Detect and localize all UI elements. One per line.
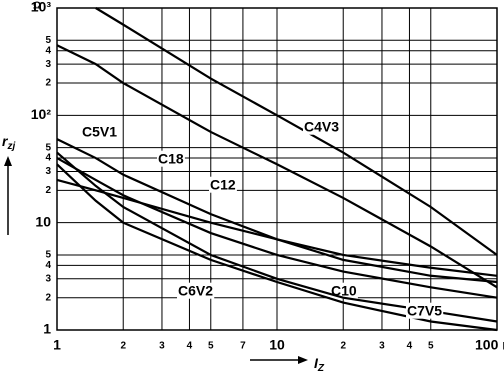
y-tick-label: 2 bbox=[45, 185, 51, 196]
x-tick-label: 5 bbox=[428, 341, 434, 352]
x-tick-label: 1 bbox=[53, 337, 61, 353]
curve bbox=[56, 138, 498, 284]
y-tick-label: 10² bbox=[31, 106, 52, 122]
y-tick-label: 10³ bbox=[31, 0, 52, 15]
x-arrow-head bbox=[298, 356, 308, 364]
curve-label: C5V1 bbox=[82, 124, 117, 140]
x-tick-label: 4 bbox=[407, 341, 413, 352]
label-bg bbox=[81, 123, 119, 140]
label-bg bbox=[177, 282, 215, 299]
y-tick-label: 5 bbox=[45, 250, 51, 261]
x-tick-label: 10 bbox=[269, 337, 285, 353]
y-tick-label: 3 bbox=[45, 59, 51, 70]
y-label-sub: zj bbox=[6, 141, 15, 152]
curve bbox=[95, 7, 498, 256]
y-tick-label: 1 bbox=[43, 321, 51, 337]
x-tick-label: 3 bbox=[379, 341, 385, 352]
y-tick-label: 2 bbox=[45, 292, 51, 303]
y-tick-label: 2 bbox=[45, 78, 51, 89]
y-axis-label: rzj bbox=[2, 133, 15, 152]
x-tick-label: 2 bbox=[340, 341, 346, 352]
curve-label: C7V5 bbox=[407, 303, 442, 319]
curve-label: C12 bbox=[210, 177, 236, 193]
x-axis-label: IZ bbox=[314, 355, 325, 374]
curve-label: C10 bbox=[331, 283, 357, 299]
curve bbox=[56, 178, 498, 277]
x-tick-label: 4 bbox=[187, 341, 193, 352]
x-tick-label: 7 bbox=[240, 341, 246, 352]
y-unit: Ω bbox=[33, 1, 41, 12]
y-tick-label: 10 bbox=[35, 213, 51, 229]
label-bg bbox=[406, 302, 444, 319]
label-bg bbox=[330, 282, 358, 299]
label-bg bbox=[209, 176, 237, 193]
y-tick-label: 3 bbox=[45, 273, 51, 284]
y-arrow-head bbox=[4, 156, 12, 166]
x-tick-label: 3 bbox=[159, 341, 165, 352]
curve-label: C4V3 bbox=[304, 119, 339, 135]
curve bbox=[56, 44, 498, 289]
curve bbox=[56, 157, 498, 299]
x-label-sub: Z bbox=[317, 363, 325, 374]
y-tick-label: 5 bbox=[45, 35, 51, 46]
y-tick-label: 4 bbox=[45, 260, 51, 271]
curve-label: C6V2 bbox=[178, 283, 213, 299]
y-label: r bbox=[2, 133, 9, 149]
x-tick-label: 2 bbox=[120, 341, 126, 352]
x-label: I bbox=[314, 355, 319, 371]
y-tick-label: 5 bbox=[45, 142, 51, 153]
x-tick-label: 5 bbox=[208, 341, 214, 352]
curve-label: C18 bbox=[158, 151, 184, 167]
x-tick-label: 100 mA bbox=[475, 337, 504, 353]
y-tick-label: 4 bbox=[45, 153, 51, 164]
y-tick-label: 3 bbox=[45, 166, 51, 177]
label-bg bbox=[303, 118, 341, 135]
y-tick-label: 4 bbox=[45, 45, 51, 56]
label-bg bbox=[157, 150, 185, 167]
